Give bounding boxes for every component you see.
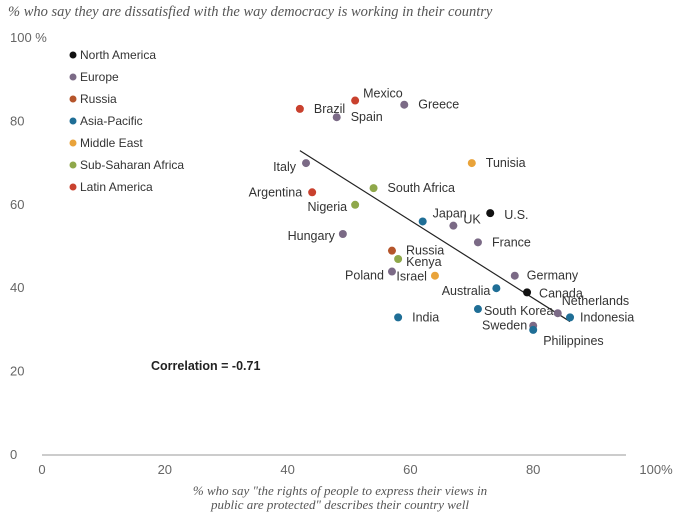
point-india — [394, 313, 403, 322]
point-label: South Korea — [484, 304, 554, 318]
point-label: Kenya — [406, 255, 441, 269]
legend-item: Asia-Pacific — [80, 114, 143, 128]
legend-swatch — [69, 183, 77, 191]
x-axis-label-line2: public are protected" describes their co… — [211, 497, 469, 512]
point-label: Italy — [273, 160, 297, 174]
legend-item: Middle East — [80, 136, 143, 150]
point-south-africa — [369, 184, 378, 193]
x-axis-label: % who say "the rights of people to expre… — [150, 484, 530, 512]
x-tick-label: 60 — [403, 462, 417, 477]
point-label: Netherlands — [562, 294, 629, 308]
point-australia — [492, 284, 501, 293]
point-label: Australia — [442, 284, 491, 298]
point-greece — [400, 100, 409, 109]
points-layer — [295, 96, 575, 334]
point-label: Tunisia — [486, 156, 526, 170]
point-u-s — [486, 209, 495, 218]
point-france — [473, 238, 482, 247]
point-label: U.S. — [504, 208, 528, 222]
axes: 0 20 40 60 80 100 % 0 20 40 60 80 100% — [10, 30, 673, 477]
point-label: Philippines — [543, 334, 603, 348]
x-tick-label: 40 — [280, 462, 294, 477]
legend-item: Sub-Saharan Africa — [80, 158, 184, 172]
legend-item: Russia — [80, 92, 117, 106]
point-kenya — [394, 255, 403, 264]
legend: North America Europe Russia Asia-Pacific Mid… — [69, 48, 184, 194]
point-south-korea — [473, 305, 482, 314]
point-label: Indonesia — [580, 310, 634, 324]
point-nigeria — [351, 200, 360, 209]
y-tick-label: 40 — [10, 280, 24, 295]
point-label: Sweden — [482, 319, 527, 333]
point-canada — [523, 288, 532, 297]
legend-swatch — [69, 51, 77, 59]
point-russia — [387, 246, 396, 255]
point-label: South Africa — [388, 181, 455, 195]
point-label: Argentina — [249, 185, 303, 199]
x-tick-label: 20 — [158, 462, 172, 477]
point-label: France — [492, 235, 531, 249]
legend-swatch — [69, 161, 77, 169]
point-label: Nigeria — [308, 200, 348, 214]
point-uk — [449, 221, 458, 230]
x-tick-label: 100% — [639, 462, 673, 477]
legend-swatch — [69, 95, 77, 103]
point-label: UK — [463, 213, 481, 227]
point-italy — [302, 159, 311, 168]
point-brazil — [295, 104, 304, 113]
correlation-annotation: Correlation = -0.71 — [151, 359, 260, 373]
point-label: Poland — [345, 269, 384, 283]
point-label: Germany — [527, 269, 579, 283]
point-netherlands — [553, 309, 562, 318]
point-tunisia — [467, 159, 476, 168]
y-tick-label: 100 % — [10, 30, 47, 45]
y-tick-label: 60 — [10, 197, 24, 212]
legend-item: North America — [80, 48, 156, 62]
legend-swatch — [69, 117, 77, 125]
x-tick-label: 0 — [38, 462, 45, 477]
point-hungary — [338, 229, 347, 238]
point-japan — [418, 217, 427, 226]
legend-item: Latin America — [80, 180, 153, 194]
point-indonesia — [566, 313, 575, 322]
point-label: Mexico — [363, 87, 403, 101]
point-spain — [332, 113, 341, 122]
point-label: Brazil — [314, 102, 345, 116]
point-labels-layer: Brazil Mexico Spain Greece Italy Tunisia Argen… — [249, 87, 635, 348]
y-tick-label: 0 — [10, 447, 17, 462]
point-label: Russia — [406, 244, 444, 258]
x-axis-label-line1: % who say "the rights of people to expre… — [192, 483, 488, 498]
point-label: Israel — [396, 270, 427, 284]
chart-title: % who say they are dissatisfied with the… — [8, 4, 493, 20]
point-label: India — [412, 310, 439, 324]
point-label: Japan — [433, 206, 467, 220]
point-israel — [430, 271, 439, 280]
legend-item: Europe — [80, 70, 119, 84]
x-tick-label: 80 — [526, 462, 540, 477]
point-label: Canada — [539, 286, 583, 300]
point-argentina — [308, 188, 317, 197]
point-mexico — [351, 96, 360, 105]
point-label: Hungary — [288, 229, 336, 243]
legend-swatch — [69, 139, 77, 147]
point-germany — [510, 271, 519, 280]
point-poland — [387, 267, 396, 276]
point-label: Spain — [351, 110, 383, 124]
point-philippines — [529, 325, 538, 334]
point-label: Greece — [418, 98, 459, 112]
y-tick-label: 20 — [10, 364, 24, 379]
legend-swatch — [69, 73, 77, 81]
y-tick-label: 80 — [10, 113, 24, 128]
